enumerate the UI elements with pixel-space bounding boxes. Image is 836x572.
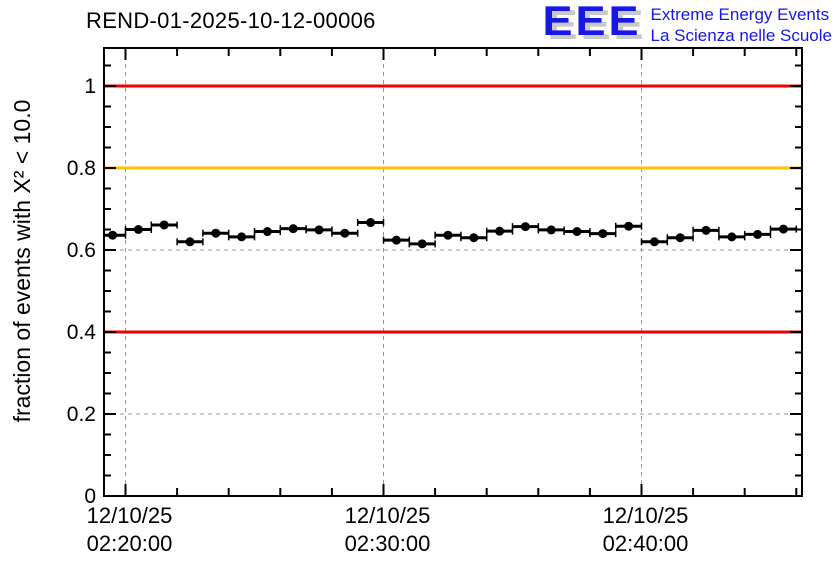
eee-logo-tagline-line2: La Scienza nelle Scuole [650,26,832,45]
y-axis-tick-label: 0.6 [67,239,96,262]
data-point [314,225,324,235]
data-point [159,220,169,230]
data-point [675,233,685,243]
data-point [391,235,401,245]
x-axis-tick-date: 12/10/25 [603,503,689,528]
eee-logo-tagline-line1: Extreme Energy Events [650,5,830,24]
data-point [340,228,350,238]
data-point [624,221,634,231]
chart-title: REND-01-2025-10-12-00006 [86,8,376,33]
data-point [108,230,118,240]
data-point [753,229,763,239]
plot-frame [103,47,803,497]
data-point [778,224,788,234]
data-point [520,222,530,232]
y-axis-tick-label: 0.8 [67,157,96,180]
y-axis-tick-label: 0 [84,485,96,508]
data-point [469,233,479,243]
data-point [417,239,427,249]
data-point [649,237,659,247]
data-point [727,232,737,242]
y-axis-tick-label: 0.2 [67,403,96,426]
data-point [598,229,608,239]
eee-logo-tagline: Extreme Energy Events La Scienza nelle S… [651,2,832,46]
eee-logo: EEE Extreme Energy Events La Scienza nel… [542,0,832,46]
data-point [701,225,711,235]
eee-logo-letters: EEE [542,0,642,45]
data-point [495,226,505,236]
data-point [366,218,376,228]
data-point [572,227,582,237]
data-point [211,228,221,238]
data-point [546,225,556,235]
data-point [443,230,453,240]
x-axis-tick-time: 02:40:00 [603,531,689,556]
data-point [262,227,272,237]
x-axis-tick-date: 12/10/25 [87,503,173,528]
x-axis-tick-time: 02:30:00 [345,531,431,556]
data-point [237,232,247,242]
data-point [288,224,298,234]
data-point [185,237,195,247]
x-axis-tick-date: 12/10/25 [345,503,431,528]
x-axis-tick-time: 02:20:00 [87,531,173,556]
y-axis-tick-label: 1 [84,75,96,98]
data-point [133,225,143,234]
y-axis-tick-label: 0.4 [67,321,97,344]
